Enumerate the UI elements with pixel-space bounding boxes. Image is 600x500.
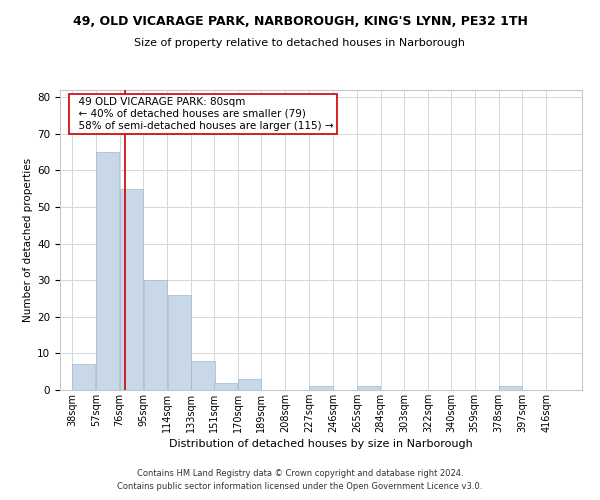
Y-axis label: Number of detached properties: Number of detached properties [23, 158, 33, 322]
Bar [238, 379, 261, 390]
Bar [96, 152, 119, 390]
Bar [214, 382, 237, 390]
Text: Contains HM Land Registry data © Crown copyright and database right 2024.: Contains HM Land Registry data © Crown c… [137, 468, 463, 477]
Bar [357, 386, 380, 390]
X-axis label: Distribution of detached houses by size in Narborough: Distribution of detached houses by size … [169, 439, 473, 449]
Bar [72, 364, 95, 390]
Text: 49, OLD VICARAGE PARK, NARBOROUGH, KING'S LYNN, PE32 1TH: 49, OLD VICARAGE PARK, NARBOROUGH, KING'… [73, 15, 527, 28]
Bar [167, 295, 191, 390]
Text: Contains public sector information licensed under the Open Government Licence v3: Contains public sector information licen… [118, 482, 482, 491]
Bar [191, 360, 215, 390]
Bar [144, 280, 167, 390]
Bar [120, 189, 143, 390]
Text: Size of property relative to detached houses in Narborough: Size of property relative to detached ho… [134, 38, 466, 48]
Bar [310, 386, 332, 390]
Text: 49 OLD VICARAGE PARK: 80sqm
  ← 40% of detached houses are smaller (79)
  58% of: 49 OLD VICARAGE PARK: 80sqm ← 40% of det… [72, 98, 334, 130]
Bar [499, 386, 522, 390]
